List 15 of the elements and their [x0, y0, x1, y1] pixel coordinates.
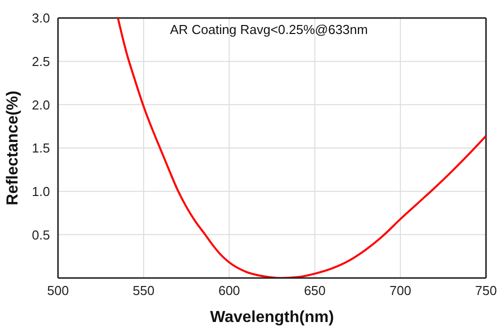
y-tick-label: 1.5 — [32, 140, 50, 156]
y-tick-label: 2.5 — [32, 54, 50, 69]
x-tick-label: 600 — [218, 283, 240, 298]
x-axis-title: Wavelength(nm) — [210, 309, 334, 326]
x-tick-label: 650 — [304, 283, 326, 298]
y-tick-label: 3.0 — [32, 10, 50, 26]
x-tick-label: 500 — [47, 283, 69, 298]
y-tick-label: 2.0 — [32, 97, 50, 112]
y-axis-title: Reflectance(%) — [4, 90, 22, 206]
x-tick-label: 700 — [390, 283, 412, 298]
x-tick-label: 750 — [475, 283, 497, 298]
annotation: AR Coating Ravg<0.25%@633nm — [170, 22, 368, 37]
x-tick-label: 550 — [132, 283, 154, 298]
y-tick-label: 0.5 — [32, 227, 50, 242]
y-tick-label: 1.0 — [32, 184, 50, 199]
